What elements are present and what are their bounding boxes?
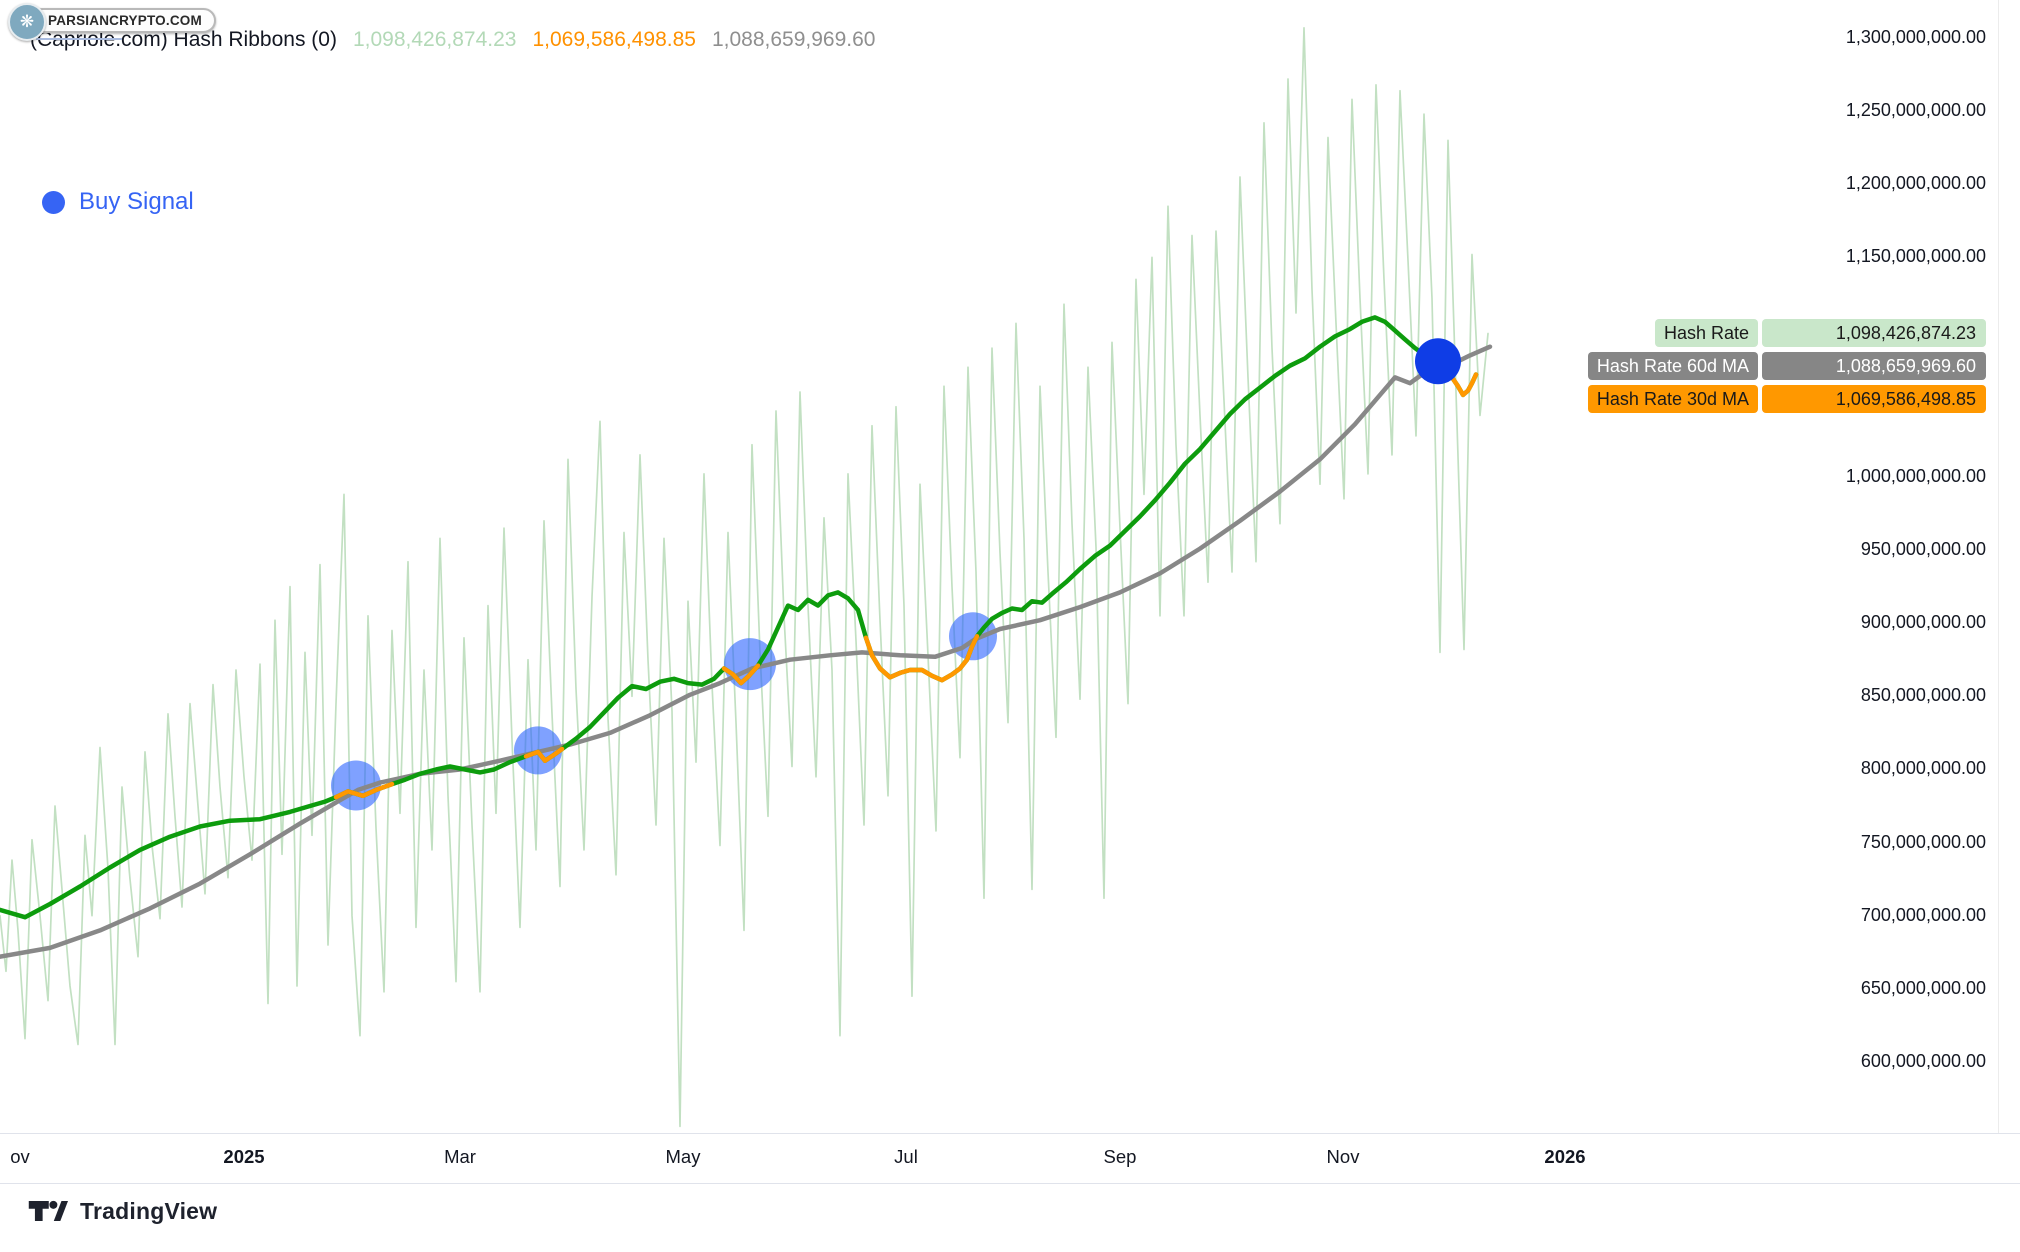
- hash-rate-30d-ma-capitulation-segment: [721, 663, 761, 686]
- price-axis-label: 800,000,000.00: [1860, 758, 1986, 779]
- price-row-60d-ma: Hash Rate 60d MA 1,088,659,969.60: [0, 351, 2020, 380]
- price-axis-label: 1,300,000,000.00: [1845, 27, 1986, 47]
- indicator-title-row[interactable]: (Capriole.com) Hash Ribbons (0) 1,098,42…: [30, 28, 875, 52]
- price-label-60d-ma: Hash Rate 60d MA: [1587, 351, 1758, 380]
- time-axis-label: 2025: [223, 1146, 265, 1167]
- price-axis-label: 850,000,000.00: [1860, 685, 1986, 706]
- price-axis-label: 1,000,000,000.00: [1845, 465, 1986, 486]
- time-axis-label: Nov: [1326, 1146, 1360, 1167]
- price-row-hash-rate: Hash Rate 1,098,426,874.23: [0, 318, 2020, 347]
- buy-signal-dot-icon: [42, 190, 65, 214]
- indicator-value-hash-rate: 1,098,426,874.23: [352, 28, 517, 51]
- parsiancrypto-logo-icon: ❋: [8, 3, 46, 41]
- price-axis-label: 1,250,000,000.00: [1845, 100, 1986, 121]
- price-chart-canvas[interactable]: [0, 0, 2020, 1132]
- indicator-title: (Capriole.com) Hash Ribbons (0): [30, 28, 337, 51]
- watermark-label: PARSIANCRYPTO.COM: [30, 7, 216, 33]
- time-axis-label: 2026: [1544, 1146, 1586, 1167]
- price-axis-label: 950,000,000.00: [1860, 539, 1986, 559]
- indicator-value-60d-ma: 1,088,659,969.60: [711, 28, 876, 51]
- indicator-value-30d-ma: 1,069,586,498.85: [532, 28, 696, 51]
- time-axis-label: Mar: [444, 1146, 476, 1167]
- price-axis-label: 1,200,000,000.00: [1845, 173, 1986, 194]
- parsiancrypto-watermark[interactable]: ❋ PARSIANCRYPTO.COM: [8, 3, 216, 41]
- price-value-hash-rate: 1,098,426,874.23: [1762, 318, 1986, 347]
- price-row-30d-ma: Hash Rate 30d MA 1,069,586,498.85: [0, 384, 2020, 413]
- price-axis-label: 750,000,000.00: [1860, 831, 1986, 852]
- price-axis-label: 900,000,000.00: [1860, 612, 1986, 633]
- price-label-30d-ma: Hash Rate 30d MA: [1587, 384, 1758, 413]
- time-axis-label: Sep: [1103, 1146, 1137, 1167]
- price-axis-label: 700,000,000.00: [1860, 904, 1986, 925]
- price-axis[interactable]: 1,300,000,000.00 1,250,000,000.00 1,200,00…: [1762, 0, 2020, 1132]
- buy-signal-label: Buy Signal: [79, 188, 194, 215]
- price-value-60d-ma: 1,088,659,969.60: [1762, 351, 1986, 380]
- buy-signal-marker-latest: [1415, 338, 1461, 385]
- price-axis-label: 1,150,000,000.00: [1845, 246, 1986, 267]
- time-axis-label: ov: [10, 1146, 30, 1167]
- tradingview-wordmark: TradingView: [80, 1197, 218, 1224]
- time-axis-label: May: [665, 1146, 701, 1167]
- tradingview-logo-icon: [28, 1200, 68, 1221]
- price-axis-label: 600,000,000.00: [1860, 1051, 1986, 1072]
- buy-signal-legend: Buy Signal: [42, 188, 194, 216]
- tradingview-brand[interactable]: TradingView: [28, 1196, 217, 1226]
- time-axis[interactable]: ov 2025 Mar May Jul Sep Nov 2026: [0, 1133, 2020, 1184]
- hash-rate-30d-ma-capitulation-segment: [333, 781, 395, 800]
- axis-right-border: [1998, 0, 1999, 1182]
- price-label-hash-rate: Hash Rate: [1654, 318, 1758, 347]
- price-axis-label: 650,000,000.00: [1860, 977, 1986, 998]
- hash-rate-30d-ma-capitulation-segment: [863, 634, 980, 683]
- time-axis-label: Jul: [894, 1146, 918, 1167]
- hash-rate-30d-ma-capitulation-segment: [523, 746, 565, 763]
- price-value-30d-ma: 1,069,586,498.85: [1762, 384, 1986, 413]
- hash-rate-60d-ma-line: [0, 344, 1493, 959]
- watermark-underline: [36, 38, 122, 40]
- hash-rate-daily-line: [0, 26, 1489, 1128]
